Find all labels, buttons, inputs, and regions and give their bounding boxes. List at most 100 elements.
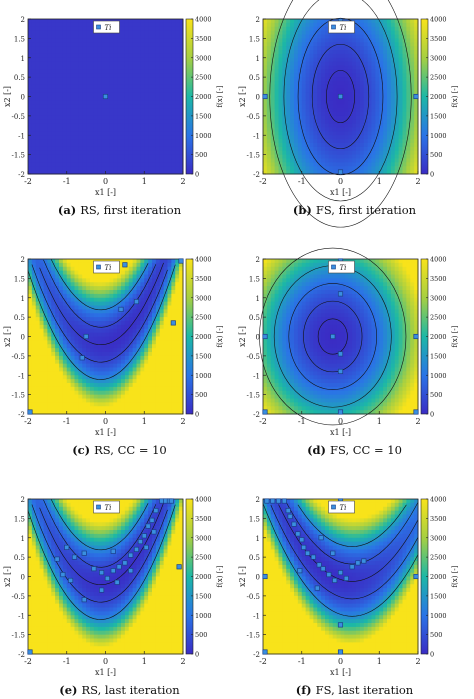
- heatmap-cell: [270, 154, 276, 160]
- heatmap-cell: [148, 363, 153, 369]
- heatmap-cell: [163, 305, 169, 310]
- heatmap-cell: [136, 375, 141, 380]
- heatmap-cell: [93, 127, 99, 132]
- heatmap-cell: [159, 402, 165, 407]
- heatmap-cell: [121, 30, 126, 36]
- heatmap-cell: [47, 363, 52, 369]
- heatmap-cell: [70, 46, 76, 51]
- heatmap-cell: [305, 19, 311, 24]
- heatmap-cell: [394, 57, 400, 63]
- heatmap-cell: [70, 352, 76, 357]
- heatmap-cell: [109, 50, 114, 55]
- heatmap-cell: [301, 19, 307, 24]
- heatmap-cell: [167, 317, 172, 322]
- heatmap-cell: [152, 131, 157, 136]
- heatmap-cell: [124, 344, 130, 349]
- heatmap-cell: [124, 154, 130, 160]
- heatmap-cell: [155, 154, 161, 160]
- heatmap-cell: [74, 321, 79, 326]
- heatmap-cell: [325, 26, 330, 32]
- heatmap-cell: [59, 266, 64, 272]
- heatmap-cell: [175, 375, 180, 380]
- heatmap-cell: [136, 286, 141, 291]
- heatmap-cell: [340, 123, 345, 129]
- heatmap-cell: [124, 290, 130, 295]
- contour-line: [283, 0, 398, 202]
- heatmap-cell: [28, 313, 33, 318]
- heatmap-cell: [121, 386, 126, 392]
- heatmap-cell: [394, 30, 400, 36]
- heatmap-cell: [59, 313, 64, 318]
- heatmap-cell: [128, 143, 134, 148]
- heatmap-cell: [70, 96, 76, 101]
- colorbar-tick-label: 1500: [430, 112, 447, 120]
- heatmap-cell: [309, 61, 314, 67]
- heatmap-cell: [124, 104, 130, 109]
- heatmap-cell: [78, 112, 83, 117]
- heatmap-cell: [152, 297, 157, 303]
- heatmap-cell: [101, 398, 107, 403]
- heatmap-cell: [301, 30, 307, 36]
- heatmap-cell: [328, 50, 334, 55]
- heatmap-cell: [132, 379, 138, 384]
- heatmap-cell: [152, 390, 157, 396]
- heatmap-cell: [155, 69, 161, 74]
- heatmap-cell: [294, 170, 299, 175]
- heatmap-cell: [152, 139, 157, 144]
- heatmap-cell: [144, 162, 149, 167]
- heatmap-cell: [66, 170, 72, 175]
- heatmap-cell: [74, 386, 79, 392]
- heatmap-cell: [70, 278, 76, 283]
- heatmap-cell: [128, 139, 134, 144]
- heatmap-cell: [144, 84, 149, 90]
- heatmap-cell: [132, 390, 138, 396]
- heatmap-cell: [155, 348, 161, 353]
- heatmap-cell: [179, 383, 184, 388]
- heatmap-cell: [82, 92, 87, 98]
- heatmap-cell: [78, 73, 83, 78]
- heatmap-cell: [317, 127, 322, 132]
- heatmap-cell: [332, 53, 338, 59]
- heatmap-cell: [109, 92, 114, 98]
- heatmap-cell: [290, 69, 295, 74]
- heatmap-cell: [163, 266, 169, 272]
- heatmap-cell: [152, 146, 157, 152]
- heatmap-cell: [297, 22, 303, 28]
- heatmap-cell: [328, 123, 334, 129]
- heatmap-cell: [163, 146, 169, 152]
- heatmap-cell: [167, 34, 172, 39]
- heatmap-cell: [390, 150, 396, 156]
- heatmap-cell: [309, 100, 314, 105]
- heatmap-cell: [136, 139, 141, 144]
- heatmap-cell: [31, 50, 37, 55]
- heatmap-cell: [175, 379, 180, 384]
- heatmap-cell: [383, 154, 388, 160]
- heatmap-cell: [414, 115, 419, 121]
- heatmap-cell: [35, 266, 41, 272]
- heatmap-cell: [70, 340, 76, 345]
- heatmap-cell: [367, 127, 373, 132]
- heatmap-cell: [305, 162, 311, 167]
- heatmap-cell: [117, 158, 122, 163]
- heatmap-cell: [70, 146, 76, 152]
- heatmap-cell: [410, 115, 415, 121]
- heatmap-cell: [290, 81, 295, 86]
- heatmap-cell: [387, 53, 392, 59]
- heatmap-cell: [31, 22, 37, 28]
- heatmap-cell: [140, 336, 145, 341]
- heatmap-cell: [86, 398, 91, 403]
- heatmap-cell: [43, 266, 48, 272]
- heatmap-cell: [286, 81, 291, 86]
- heatmap-cell: [39, 274, 45, 279]
- heatmap-cell: [266, 50, 272, 55]
- heatmap-cell: [90, 348, 95, 353]
- heatmap-cell: [266, 73, 272, 78]
- heatmap-cell: [263, 108, 268, 113]
- heatmap-cell: [59, 282, 64, 287]
- x-tick-label: 2: [180, 177, 185, 186]
- heatmap-cell: [105, 42, 110, 47]
- heatmap-cell: [410, 139, 415, 144]
- heatmap-cell: [328, 143, 334, 148]
- heatmap-cell: [70, 34, 76, 39]
- heatmap-cell: [379, 50, 384, 55]
